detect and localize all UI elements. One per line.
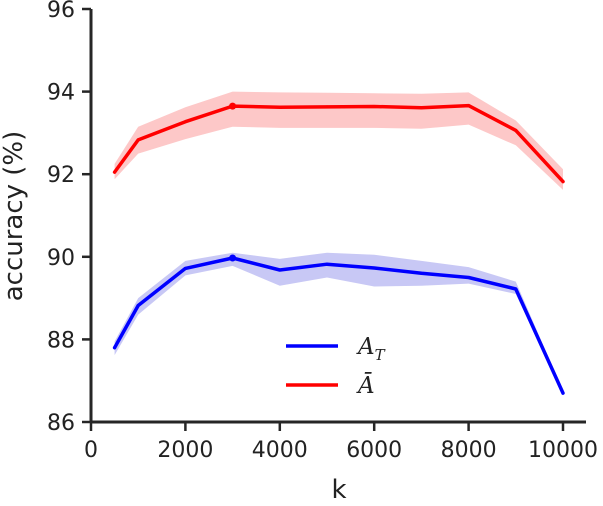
y-axis-title: accuracy (%) [0,131,29,302]
legend: AT Ā [286,334,386,399]
y-tick-label: 90 [47,246,75,271]
confidence-band-1 [114,252,563,396]
x-tick-label: 2000 [157,438,213,463]
data-point [113,170,117,174]
y-tick-label: 96 [47,0,75,23]
x-tick-label: 8000 [441,438,497,463]
data-point [229,254,237,262]
y-tick-label: 92 [47,163,75,188]
x-tick-label: 0 [84,438,98,463]
data-point [278,268,282,272]
x-axis-title: k [331,475,346,505]
x-tick-label: 6000 [346,438,402,463]
data-point [419,106,423,110]
data-point [419,271,423,275]
data-point [229,102,237,110]
y-tick-label: 88 [47,328,75,353]
data-point [136,138,140,142]
data-point [514,128,518,132]
x-tick-label: 10000 [528,438,598,463]
confidence-band-2 [114,91,563,190]
x-tick-label: 4000 [252,438,308,463]
data-point [183,120,187,124]
data-point [467,104,471,108]
data-point [561,180,565,184]
data-point [325,105,329,109]
data-point [561,391,565,395]
data-point [467,276,471,279]
data-point [136,304,140,307]
data-point [372,105,376,108]
data-point [514,287,518,291]
data-point [325,262,329,266]
data-point [113,346,117,350]
data-point [372,266,376,270]
y-tick-label: 86 [47,411,75,436]
legend-label-2: Ā [356,373,375,399]
data-point [183,266,187,270]
data-point [278,105,282,109]
legend-label-1: AT [356,334,386,364]
y-tick-label: 94 [47,81,75,106]
